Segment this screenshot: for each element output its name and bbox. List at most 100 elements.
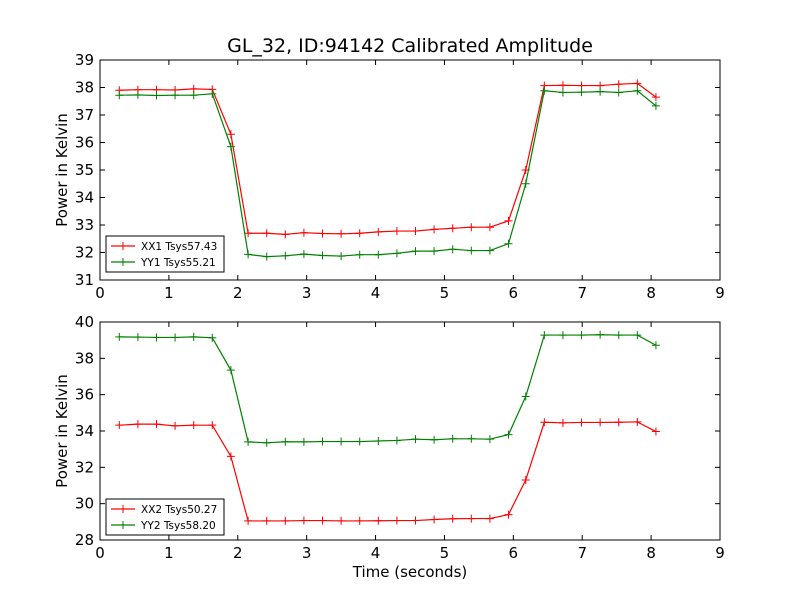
data-point-marker <box>430 225 439 234</box>
data-point-marker <box>411 435 420 444</box>
data-point-marker <box>337 252 346 261</box>
legend-label: YY2 Tsys58.20 <box>140 520 216 532</box>
data-point-marker <box>614 88 623 97</box>
data-point-marker <box>504 216 513 225</box>
data-point-marker <box>299 437 308 446</box>
legend: XX2 Tsys50.27 YY2 Tsys58.20 <box>105 498 225 536</box>
y-tick-label: 33 <box>75 216 94 234</box>
x-tick-label: 7 <box>577 544 587 562</box>
data-point-marker <box>226 130 235 139</box>
data-point-marker <box>521 179 530 188</box>
data-point-marker <box>411 247 420 256</box>
data-point-marker <box>392 227 401 236</box>
data-point-marker <box>448 514 457 523</box>
data-point-marker <box>299 250 308 259</box>
y-axis-title: Power in Kelvin <box>53 374 71 488</box>
data-point-marker <box>299 228 308 237</box>
data-point-marker <box>208 421 217 430</box>
figure-title: GL_32, ID:94142 Calibrated Amplitude <box>227 35 593 57</box>
data-point-marker <box>558 81 567 90</box>
data-point-marker <box>355 250 364 259</box>
y-tick-label: 32 <box>75 244 94 262</box>
data-point-marker <box>633 86 642 95</box>
data-point-marker <box>133 333 142 342</box>
y-tick-label: 38 <box>75 349 94 367</box>
data-point-marker <box>281 230 290 239</box>
data-point-marker <box>226 452 235 461</box>
data-point-marker <box>651 93 660 102</box>
data-point-marker <box>485 435 494 444</box>
data-point-marker <box>448 224 457 233</box>
legend-box <box>105 498 225 536</box>
data-point-marker <box>558 418 567 427</box>
x-tick-label: 4 <box>371 544 381 562</box>
data-point-marker <box>133 90 142 99</box>
data-point-marker <box>262 516 271 525</box>
data-point-marker <box>189 421 198 430</box>
x-tick-label: 6 <box>509 284 519 302</box>
y-tick-label: 36 <box>75 134 94 152</box>
data-point-marker <box>392 249 401 258</box>
data-point-marker <box>411 227 420 236</box>
x-tick-label: 2 <box>233 544 243 562</box>
data-point-marker <box>281 516 290 525</box>
data-point-marker <box>337 516 346 525</box>
y-tick-label: 39 <box>75 51 94 69</box>
x-tick-label: 4 <box>371 284 381 302</box>
data-point-marker <box>558 331 567 340</box>
x-tick-label: 1 <box>164 544 174 562</box>
data-point-marker <box>189 91 198 100</box>
data-point-marker <box>430 515 439 524</box>
data-point-marker <box>318 251 327 260</box>
legend-label: XX1 Tsys57.43 <box>141 241 217 253</box>
data-point-marker <box>355 437 364 446</box>
data-point-marker <box>504 430 513 439</box>
data-point-marker <box>115 332 124 341</box>
data-point-marker <box>633 79 642 88</box>
data-point-marker <box>374 250 383 259</box>
data-point-marker <box>467 223 476 232</box>
data-point-marker <box>651 101 660 110</box>
data-point-marker <box>577 88 586 97</box>
data-point-marker <box>262 438 271 447</box>
data-point-marker <box>430 247 439 256</box>
data-point-marker <box>244 229 253 238</box>
data-point-marker <box>226 366 235 375</box>
data-point-marker <box>318 516 327 525</box>
data-point-marker <box>540 331 549 340</box>
data-point-marker <box>521 392 530 401</box>
y-tick-label: 34 <box>75 422 94 440</box>
data-point-marker <box>614 418 623 427</box>
series-line-2 <box>119 334 657 444</box>
x-tick-label: 8 <box>646 544 656 562</box>
y-tick-label: 37 <box>75 106 94 124</box>
data-point-marker <box>614 80 623 89</box>
data-point-marker <box>596 87 605 96</box>
data-point-marker <box>540 418 549 427</box>
x-tick-label: 9 <box>715 544 725 562</box>
x-axis-title: Time (seconds) <box>352 563 468 581</box>
y-tick-label: 32 <box>75 458 94 476</box>
data-point-marker <box>633 417 642 426</box>
data-point-marker <box>392 436 401 445</box>
data-point-marker <box>374 436 383 445</box>
x-tick-label: 7 <box>577 284 587 302</box>
data-point-marker <box>299 516 308 525</box>
y-tick-label: 34 <box>75 189 94 207</box>
data-point-marker <box>337 229 346 238</box>
data-point-marker <box>171 333 180 342</box>
x-tick-label: 3 <box>302 284 312 302</box>
x-tick-label: 2 <box>233 284 243 302</box>
data-point-marker <box>152 91 161 100</box>
data-point-marker <box>281 251 290 260</box>
data-point-marker <box>596 330 605 339</box>
data-point-marker <box>189 332 198 341</box>
legend-box <box>105 235 225 273</box>
data-point-marker <box>504 239 513 248</box>
data-point-marker <box>226 142 235 151</box>
data-point-marker <box>651 427 660 436</box>
